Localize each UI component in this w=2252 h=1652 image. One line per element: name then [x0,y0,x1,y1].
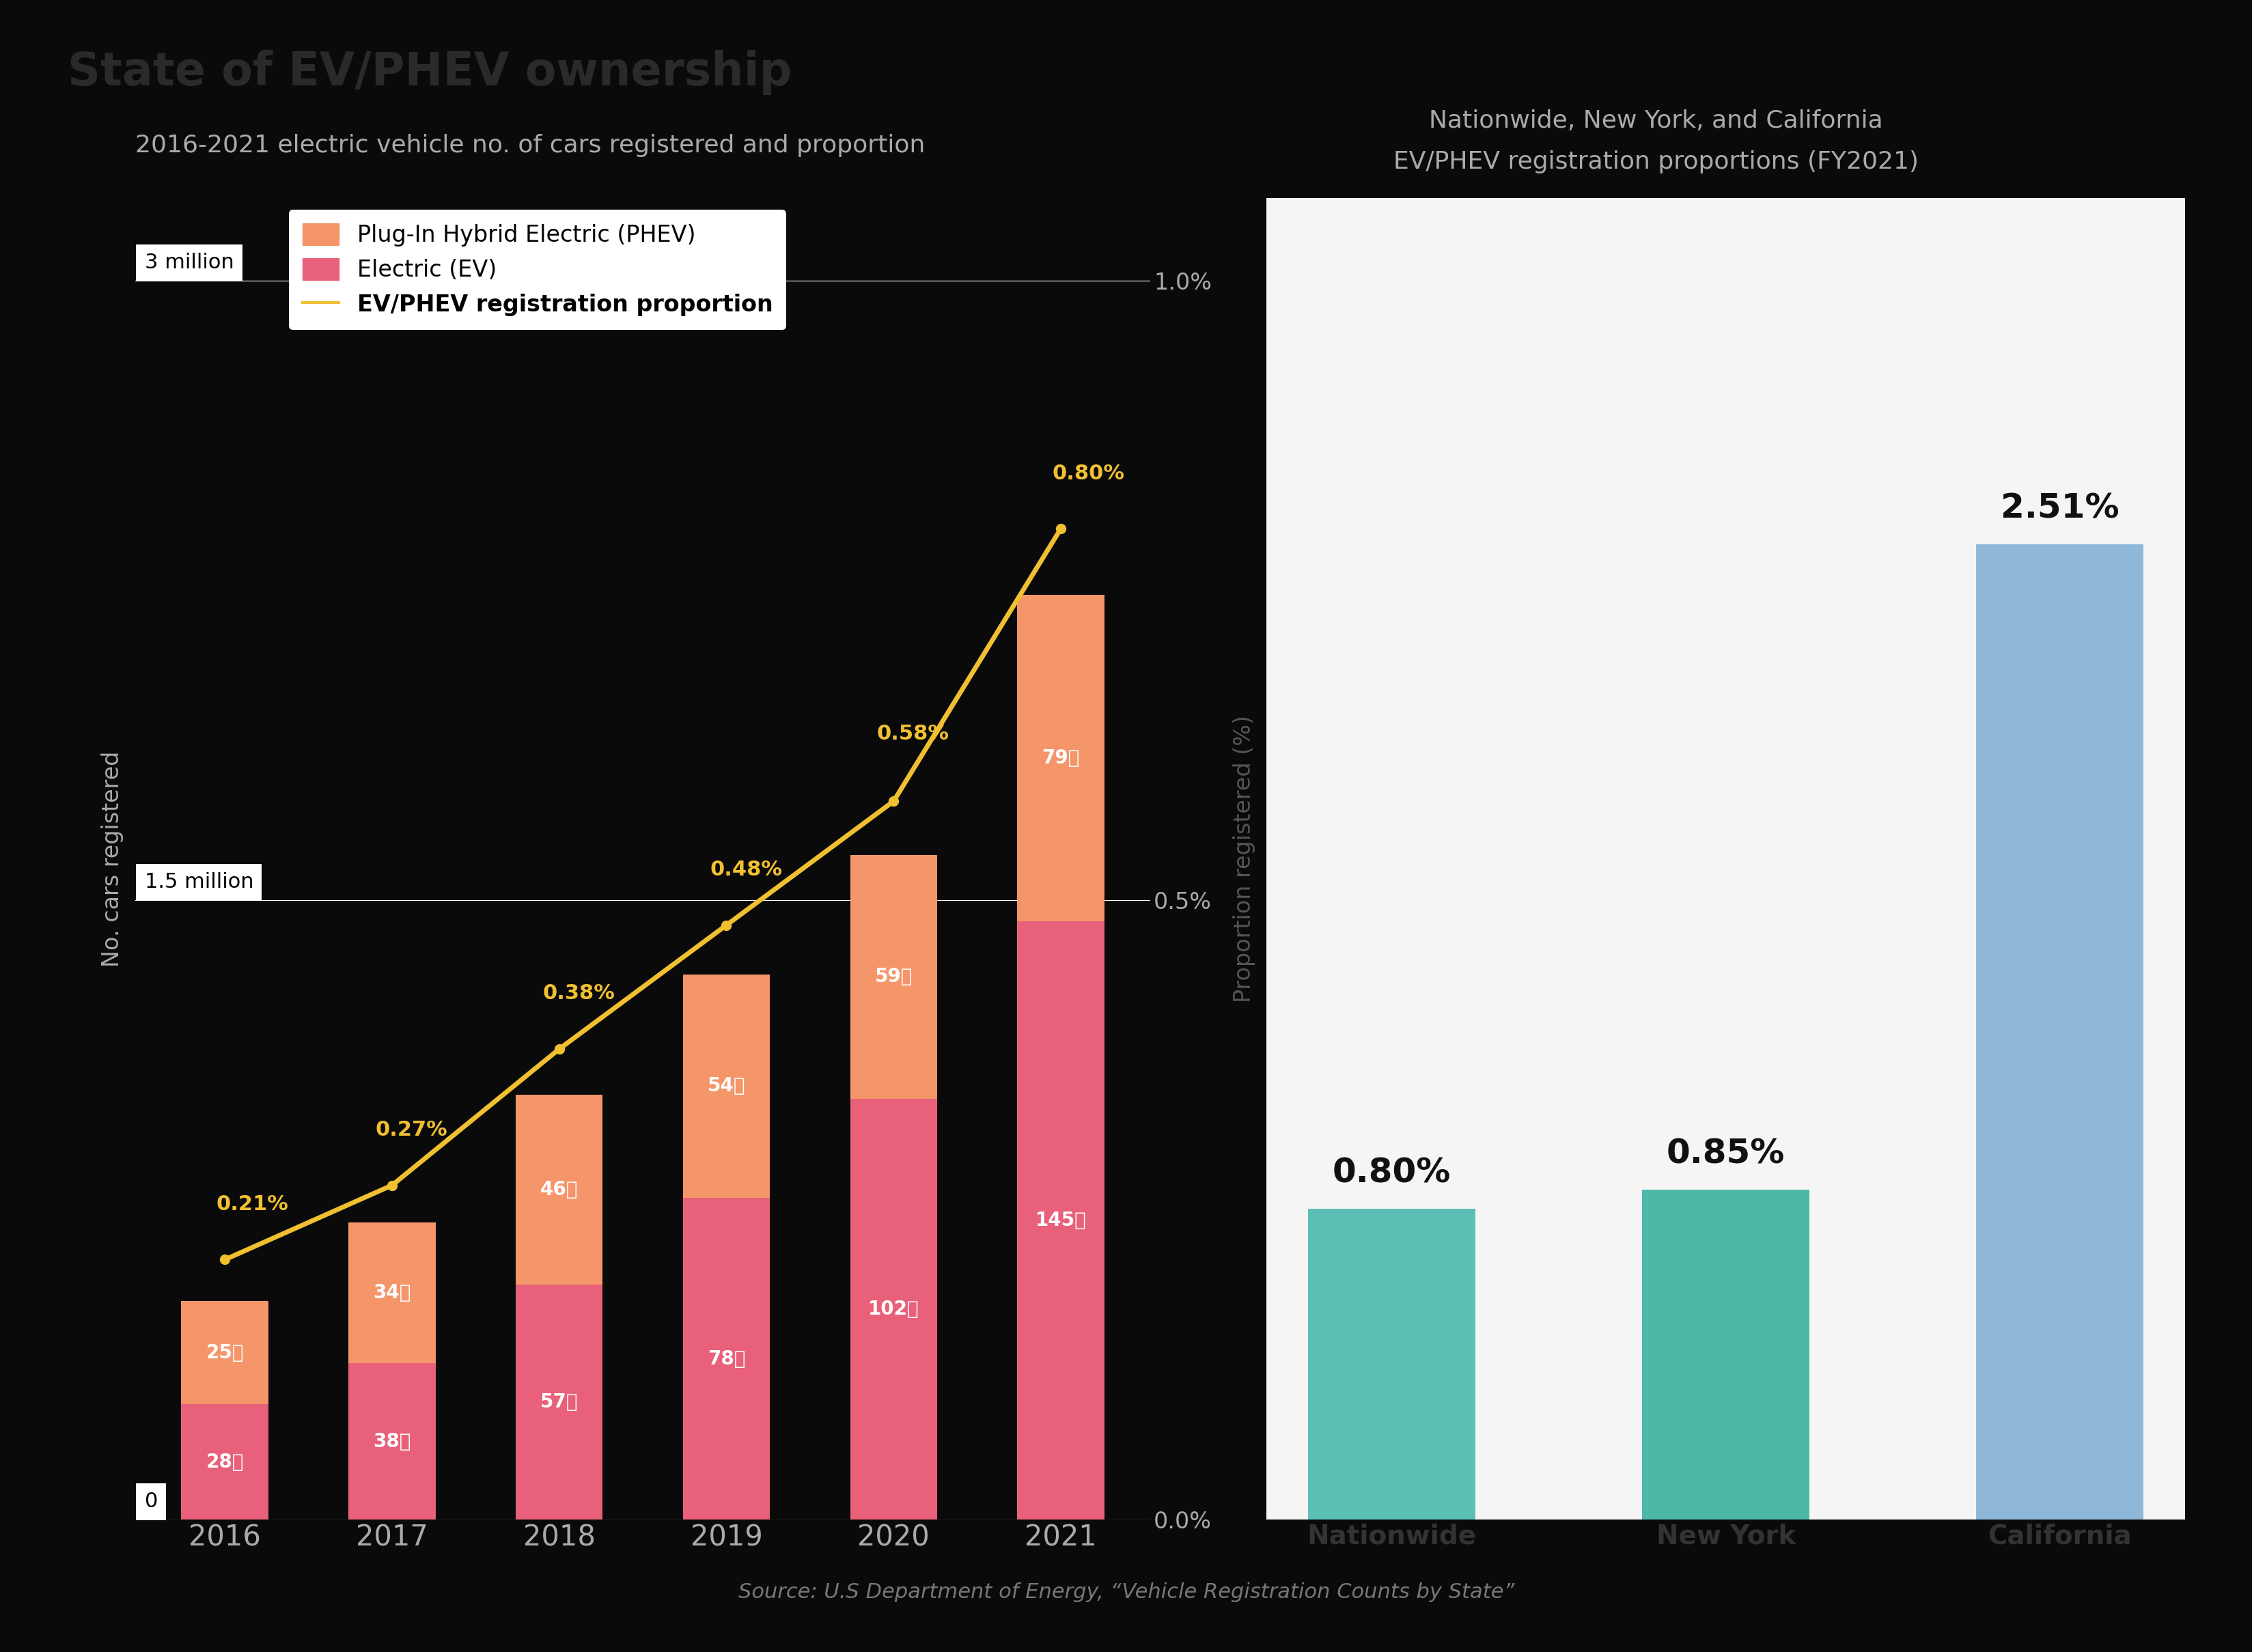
Bar [516,1095,604,1285]
Bar [1308,1209,1475,1520]
Text: 0.58%: 0.58% [876,724,948,743]
Bar [349,1222,435,1363]
Text: 59万: 59万 [874,966,912,986]
Text: 0.27%: 0.27% [376,1120,448,1140]
Text: 34万: 34万 [374,1284,410,1302]
Text: 0.38%: 0.38% [543,983,615,1003]
Y-axis label: Proportion registered (%): Proportion registered (%) [1232,715,1254,1003]
Bar [1975,544,2142,1520]
Text: 0.21%: 0.21% [216,1194,288,1214]
Bar [849,856,937,1099]
Bar [682,975,770,1198]
Text: 0.48%: 0.48% [709,859,781,879]
Bar [180,1302,268,1404]
Text: 0: 0 [144,1492,158,1512]
Legend: Plug-In Hybrid Electric (PHEV), Electric (EV), EV/PHEV registration proportion: Plug-In Hybrid Electric (PHEV), Electric… [288,210,786,330]
Bar [349,1363,435,1520]
Bar [682,1198,770,1520]
Text: 1.5 million: 1.5 million [144,872,254,892]
Text: 79万: 79万 [1043,748,1079,768]
Bar [516,1285,604,1520]
Text: State of EV/PHEV ownership: State of EV/PHEV ownership [68,50,793,94]
Bar [1018,595,1103,922]
Y-axis label: No. cars registered: No. cars registered [101,752,124,966]
Bar [1018,922,1103,1520]
Bar [180,1404,268,1520]
Bar [849,1099,937,1520]
Text: 0.80%: 0.80% [1333,1156,1450,1189]
Text: EV/PHEV registration proportions (FY2021): EV/PHEV registration proportions (FY2021… [1392,150,1919,173]
Text: 3 million: 3 million [144,253,234,273]
Bar [1642,1189,1808,1520]
Text: 57万: 57万 [540,1393,579,1412]
Text: 25万: 25万 [205,1343,243,1363]
Text: 78万: 78万 [707,1350,745,1368]
Text: Nationwide, New York, and California: Nationwide, New York, and California [1428,109,1883,132]
Text: Source: U.S Department of Energy, “Vehicle Registration Counts by State”: Source: U.S Department of Energy, “Vehic… [739,1583,1513,1602]
Text: 54万: 54万 [707,1077,745,1095]
Text: 102万: 102万 [867,1300,919,1318]
Text: 145万: 145万 [1036,1211,1085,1231]
Text: 2.51%: 2.51% [2000,492,2119,525]
Text: 46万: 46万 [540,1180,579,1199]
Text: 38万: 38万 [374,1432,410,1450]
Text: 2016-2021 electric vehicle no. of cars registered and proportion: 2016-2021 electric vehicle no. of cars r… [135,134,926,157]
Text: 0.80%: 0.80% [1052,463,1124,482]
Text: 28万: 28万 [205,1452,243,1472]
Text: 0.85%: 0.85% [1666,1137,1784,1170]
